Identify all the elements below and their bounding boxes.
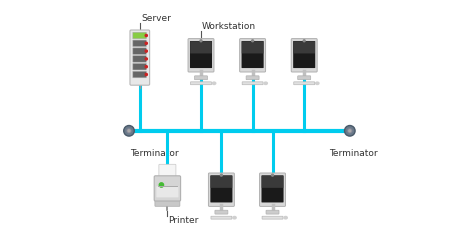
- Circle shape: [145, 58, 147, 60]
- Text: Server: Server: [141, 14, 171, 23]
- FancyBboxPatch shape: [190, 41, 212, 68]
- FancyBboxPatch shape: [242, 41, 264, 68]
- FancyBboxPatch shape: [266, 210, 279, 214]
- FancyBboxPatch shape: [133, 71, 146, 78]
- FancyBboxPatch shape: [294, 82, 315, 85]
- FancyBboxPatch shape: [133, 56, 146, 62]
- Ellipse shape: [316, 82, 319, 84]
- Circle shape: [349, 130, 351, 132]
- Circle shape: [252, 40, 254, 42]
- Circle shape: [128, 130, 130, 132]
- Circle shape: [303, 40, 305, 42]
- Circle shape: [272, 174, 273, 176]
- FancyBboxPatch shape: [293, 41, 315, 54]
- Circle shape: [125, 127, 133, 135]
- FancyBboxPatch shape: [154, 176, 181, 201]
- Circle shape: [220, 174, 222, 176]
- Circle shape: [145, 34, 147, 37]
- FancyBboxPatch shape: [191, 82, 211, 85]
- Ellipse shape: [264, 82, 267, 84]
- Text: Terminator: Terminator: [130, 149, 179, 158]
- FancyBboxPatch shape: [194, 76, 208, 80]
- FancyBboxPatch shape: [262, 175, 283, 203]
- FancyBboxPatch shape: [188, 39, 214, 72]
- Text: Printer: Printer: [169, 216, 199, 225]
- FancyBboxPatch shape: [133, 40, 146, 47]
- FancyBboxPatch shape: [190, 41, 212, 54]
- FancyBboxPatch shape: [242, 82, 263, 85]
- FancyBboxPatch shape: [155, 199, 180, 206]
- Circle shape: [145, 73, 147, 76]
- Circle shape: [200, 40, 202, 42]
- FancyBboxPatch shape: [159, 164, 176, 179]
- Circle shape: [145, 42, 147, 44]
- FancyBboxPatch shape: [210, 176, 232, 188]
- FancyBboxPatch shape: [130, 30, 150, 85]
- FancyBboxPatch shape: [156, 186, 178, 197]
- Circle shape: [145, 50, 147, 52]
- FancyBboxPatch shape: [291, 39, 317, 72]
- Text: Terminator: Terminator: [328, 149, 377, 158]
- FancyBboxPatch shape: [209, 173, 234, 206]
- Ellipse shape: [212, 82, 216, 84]
- FancyBboxPatch shape: [133, 48, 146, 54]
- FancyBboxPatch shape: [210, 175, 232, 203]
- FancyBboxPatch shape: [293, 41, 315, 68]
- FancyBboxPatch shape: [240, 39, 265, 72]
- Ellipse shape: [233, 216, 236, 219]
- Circle shape: [159, 183, 164, 187]
- FancyBboxPatch shape: [133, 32, 146, 39]
- FancyBboxPatch shape: [298, 76, 310, 80]
- FancyBboxPatch shape: [246, 76, 259, 80]
- Circle shape: [127, 129, 131, 133]
- Circle shape: [345, 126, 355, 136]
- FancyBboxPatch shape: [215, 210, 228, 214]
- Circle shape: [145, 66, 147, 68]
- FancyBboxPatch shape: [262, 216, 283, 219]
- FancyBboxPatch shape: [211, 216, 232, 219]
- Text: Workstation: Workstation: [202, 22, 256, 31]
- FancyBboxPatch shape: [260, 173, 285, 206]
- Circle shape: [348, 129, 352, 133]
- Circle shape: [124, 126, 134, 136]
- FancyBboxPatch shape: [262, 176, 283, 188]
- Circle shape: [346, 127, 354, 135]
- FancyBboxPatch shape: [133, 63, 146, 70]
- FancyBboxPatch shape: [242, 41, 264, 54]
- Ellipse shape: [284, 216, 287, 219]
